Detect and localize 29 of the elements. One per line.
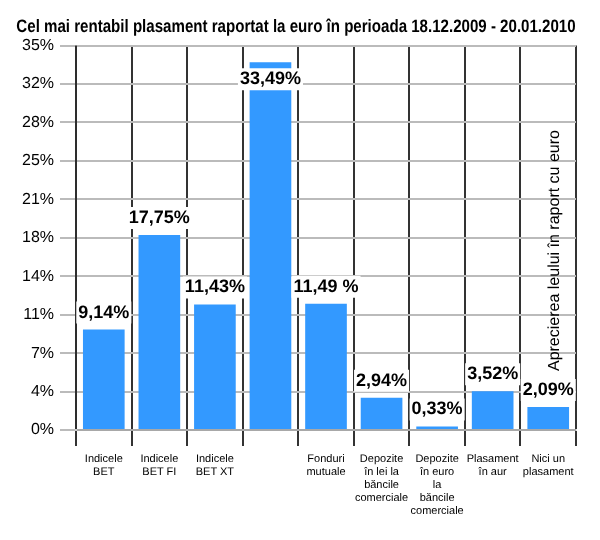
bar bbox=[138, 235, 181, 429]
y-tick-label: 18% bbox=[21, 228, 55, 247]
bar bbox=[82, 329, 125, 429]
chart-title: Cel mai rentabil plasament raportat la euro în perioada 18.12.2009 - 20.01.2010 bbox=[16, 14, 577, 37]
y-tick-label: 11% bbox=[23, 305, 55, 324]
data-label: 9,14% bbox=[78, 301, 130, 322]
y-tick-label: 14% bbox=[21, 266, 55, 285]
bar bbox=[360, 397, 403, 429]
data-label: 3,52% bbox=[467, 363, 519, 384]
data-label: 2,94% bbox=[356, 369, 408, 390]
data-label: 33,49% bbox=[239, 68, 301, 89]
data-label: 0,33% bbox=[411, 398, 463, 419]
bar bbox=[471, 391, 514, 429]
y-tick-label: 4% bbox=[30, 381, 55, 400]
y-tick-label: 21% bbox=[21, 189, 55, 208]
bar bbox=[305, 303, 347, 429]
y-tick-label: 35% bbox=[21, 36, 55, 55]
data-label: 17,75% bbox=[128, 207, 190, 228]
data-label: 2,09% bbox=[522, 379, 574, 400]
annotation: Aprecierea leului în raport cu euro bbox=[544, 128, 563, 372]
data-label: 11,49 % bbox=[293, 275, 359, 296]
data-label: 11,43% bbox=[184, 276, 245, 297]
bar bbox=[194, 304, 236, 429]
y-tick-label: 32% bbox=[21, 74, 55, 93]
y-tick-label: 28% bbox=[21, 112, 55, 131]
y-tick-label: 25% bbox=[21, 151, 55, 170]
y-tick-label: 7% bbox=[30, 343, 55, 362]
y-tick-label: 0% bbox=[30, 420, 55, 439]
bar bbox=[527, 407, 570, 429]
